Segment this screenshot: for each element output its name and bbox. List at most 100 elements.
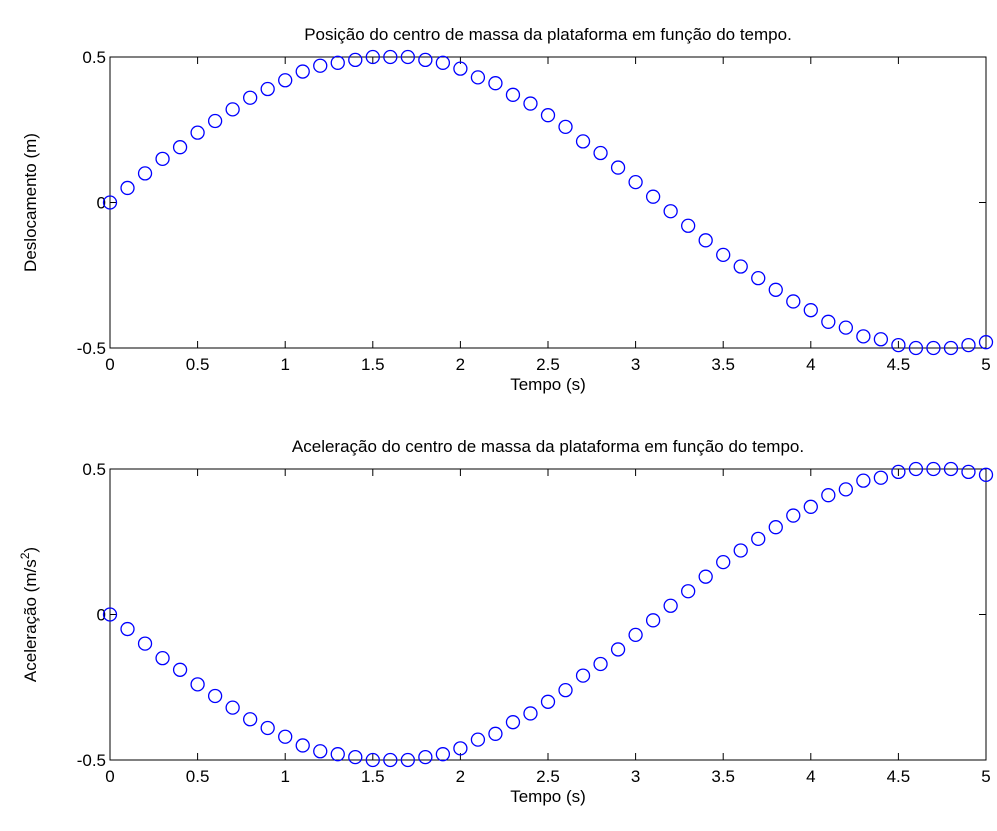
x-tick-label: 5 [981, 767, 990, 786]
data-point [418, 52, 433, 68]
y-axis-label-suffix: ) [21, 547, 40, 553]
data-point [891, 337, 906, 353]
chart-panel-1: Posição do centro de massa da plataforma… [21, 25, 994, 394]
x-tick-label: 3 [631, 355, 640, 374]
data-point [435, 747, 451, 762]
data-point [733, 543, 748, 558]
x-tick-label: 1.5 [361, 767, 385, 786]
data-point [681, 218, 696, 233]
data-point [768, 282, 783, 297]
chart-title: Posição do centro de massa da plataforma… [304, 25, 792, 44]
data-point [926, 340, 941, 356]
data-point [120, 180, 135, 196]
data-point [172, 140, 188, 155]
data-point [225, 102, 240, 117]
y-tick-label: -0.5 [77, 339, 106, 358]
data-point [488, 726, 503, 741]
data-point [558, 119, 573, 134]
data-point [891, 464, 906, 480]
data-point [190, 677, 205, 692]
data-point [243, 712, 258, 727]
y-axis-label: Aceleração (m/s2) [18, 547, 40, 682]
data-point [365, 49, 380, 65]
data-point [558, 683, 573, 698]
data-point [838, 320, 853, 335]
chart-panel-2: Aceleração do centro de massa da platafo… [18, 437, 994, 806]
y-tick-label: 0 [97, 194, 106, 213]
data-point [786, 508, 801, 523]
data-point [102, 195, 118, 210]
data-point [645, 189, 661, 204]
axes-box [109, 56, 987, 349]
x-tick-label: 3.5 [711, 355, 735, 374]
data-point [348, 52, 363, 68]
data-point [453, 61, 468, 76]
data-point [278, 729, 293, 744]
data-point [418, 749, 433, 765]
data-point [453, 741, 468, 756]
data-point [243, 90, 258, 105]
data-point [400, 49, 415, 65]
y-tick-label: 0.5 [82, 48, 106, 67]
data-point [120, 621, 135, 637]
data-point [278, 73, 293, 88]
chart-title: Aceleração do centro de massa da platafo… [292, 437, 804, 456]
data-point [313, 58, 328, 73]
data-point [610, 160, 626, 175]
x-tick-label: 3.5 [711, 767, 735, 786]
data-point [803, 303, 818, 318]
y-axis-label: Deslocamento (m) [21, 133, 40, 272]
x-axis-label: Tempo (s) [510, 375, 586, 394]
data-point [225, 700, 240, 715]
y-tick-label: 0.5 [82, 460, 106, 479]
data-point [575, 134, 591, 149]
data-point [821, 314, 836, 329]
data-point [593, 656, 608, 672]
x-tick-label: 1.5 [361, 355, 385, 374]
data-point [733, 259, 748, 274]
x-tick-label: 5 [981, 355, 990, 374]
data-point [505, 87, 521, 102]
data-point [768, 520, 783, 535]
data-point [383, 49, 398, 65]
x-tick-label: 4 [806, 355, 815, 374]
data-point [838, 482, 853, 497]
data-point [943, 461, 959, 477]
x-tick-label: 4 [806, 767, 815, 786]
data-point [803, 499, 818, 514]
data-point [821, 488, 836, 503]
x-axis-label: Tempo (s) [510, 787, 586, 806]
x-tick-label: 4.5 [887, 767, 911, 786]
data-point [260, 81, 275, 97]
data-point [330, 55, 345, 70]
data-point [751, 271, 766, 286]
data-point [926, 461, 941, 477]
data-point [365, 752, 380, 768]
x-tick-label: 1 [280, 767, 289, 786]
data-point [575, 668, 591, 683]
data-point [295, 738, 310, 753]
data-point [628, 174, 643, 190]
data-point [207, 688, 223, 704]
x-tick-label: 2 [456, 355, 465, 374]
x-tick-label: 0.5 [186, 355, 210, 374]
x-tick-label: 0 [105, 355, 114, 374]
x-tick-label: 2.5 [536, 767, 560, 786]
x-tick-label: 2 [456, 767, 465, 786]
data-point [873, 470, 889, 485]
data-point [856, 473, 871, 488]
data-point [207, 113, 223, 129]
x-tick-label: 2.5 [536, 355, 560, 374]
data-point [943, 340, 959, 356]
data-point [908, 461, 924, 477]
data-point [716, 247, 731, 263]
data-point [645, 613, 661, 628]
x-tick-label: 4.5 [887, 355, 911, 374]
data-point [540, 108, 556, 123]
data-point [856, 329, 871, 344]
y-tick-label: 0 [97, 606, 106, 625]
y-axis-label-main: Aceleração (m/s [21, 559, 40, 682]
data-point [628, 627, 643, 643]
y-axis-label-superscript: 2 [18, 552, 32, 559]
